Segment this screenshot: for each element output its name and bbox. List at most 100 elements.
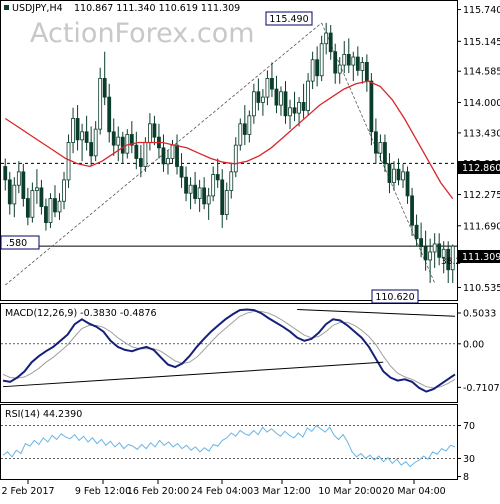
- candle-body: [44, 206, 48, 223]
- price-tick-label: 110.535: [463, 283, 500, 294]
- candle-body: [175, 144, 179, 167]
- rsi-tick-label: 70: [463, 421, 475, 432]
- candle-body: [66, 142, 71, 181]
- candle-body: [256, 91, 261, 103]
- candle-body: [39, 187, 44, 207]
- candle-body: [125, 134, 130, 154]
- candle-body: [319, 43, 324, 77]
- candle-body: [378, 142, 383, 154]
- rsi-title: RSI(14) 44.2390: [5, 409, 82, 420]
- price-tick-label: 114.000: [463, 98, 500, 109]
- candle-body: [166, 158, 170, 165]
- rsi-line: [2, 424, 456, 468]
- candle-body: [120, 136, 125, 154]
- candle-body: [383, 142, 387, 165]
- candle-body: [102, 78, 107, 98]
- candle-body: [16, 171, 21, 186]
- candle-body: [224, 190, 229, 215]
- left-label: .580: [6, 238, 27, 249]
- candle-body: [432, 243, 437, 253]
- candle-body: [206, 195, 211, 205]
- candle-body: [57, 200, 62, 213]
- moving-average-line: [4, 80, 454, 199]
- low-label-box: [371, 289, 419, 304]
- price-plot: [1, 22, 457, 286]
- candle-body: [25, 198, 30, 218]
- time-tick-label: 24 Feb 04:00: [191, 486, 253, 497]
- candle-body: [138, 158, 143, 167]
- candle-body: [233, 144, 238, 173]
- candle-body: [274, 88, 279, 106]
- time-tick-label: 2 Feb 2017: [1, 486, 54, 497]
- macd-plot: [1, 308, 457, 393]
- candle-body: [143, 142, 148, 167]
- candle-body: [197, 187, 202, 199]
- candle-body: [134, 144, 139, 159]
- high-label: 115.490: [269, 14, 308, 25]
- macd-tick-label: -0.7107: [463, 383, 500, 394]
- candle-body: [306, 80, 311, 111]
- candle-body: [414, 224, 419, 239]
- rsi-tick-label: 30: [463, 454, 475, 465]
- candle-body: [260, 96, 265, 103]
- price-tick-label: 115.145: [463, 37, 500, 48]
- candle-body: [310, 59, 315, 82]
- candle-body: [337, 64, 342, 74]
- candle-body: [283, 91, 288, 117]
- candle-body: [202, 187, 207, 205]
- candle-body: [428, 251, 433, 261]
- low-label: 110.620: [375, 292, 414, 303]
- fib-partial-label: 38.2: [441, 257, 461, 267]
- rsi-panel-frame: [0, 404, 458, 480]
- macd-trendline-upper: [297, 309, 456, 317]
- current-price-tag: 111.309: [462, 252, 500, 263]
- dropdown-icon[interactable]: [4, 5, 9, 10]
- candle-body: [129, 134, 134, 146]
- candle-body: [355, 56, 360, 71]
- macd-signal-line: [2, 310, 456, 389]
- candle-body: [84, 131, 89, 143]
- candle-body: [111, 131, 116, 146]
- macd-tick-label: 0.5033: [463, 308, 496, 319]
- candle-body: [315, 59, 320, 77]
- candle-body: [405, 171, 410, 197]
- candle-body: [292, 107, 297, 114]
- candle-body: [93, 128, 98, 157]
- candle-body: [419, 238, 424, 248]
- candle-body: [333, 51, 338, 74]
- candle-body: [107, 96, 112, 133]
- candle-body: [346, 53, 351, 66]
- price-panel-frame: [0, 0, 458, 301]
- candle-body: [324, 32, 329, 45]
- candle-body: [396, 168, 401, 181]
- candle-body: [373, 131, 378, 154]
- candle-body: [251, 91, 256, 117]
- candle-body: [238, 123, 243, 146]
- candle-body: [328, 32, 333, 53]
- candle-body: [30, 190, 35, 218]
- candle-body: [21, 171, 26, 199]
- candle-body: [53, 198, 57, 213]
- price-header: USDJPY,H4 110.867 111.340 110.619 111.30…: [4, 3, 240, 14]
- macd-tick-label: 0.00: [463, 339, 484, 350]
- candle-body: [12, 184, 17, 205]
- macd-title: MACD(12,26,9) -0.3830 -0.4876: [5, 308, 157, 319]
- candle-body: [437, 243, 442, 258]
- candle-body: [265, 78, 270, 98]
- candle-body: [351, 56, 356, 66]
- time-tick-label: 9 Feb 12:00: [75, 486, 131, 497]
- candle-body: [3, 166, 8, 181]
- candle-body: [116, 136, 121, 146]
- macd-axis: 0.5033 0.00 -0.7107: [457, 308, 500, 394]
- rsi-axis: 70 30 8: [457, 421, 475, 483]
- left-label-box: [0, 235, 40, 250]
- candle-body: [364, 62, 369, 82]
- price-tick-label: 114.585: [463, 67, 500, 78]
- candle-body: [297, 102, 301, 114]
- candle-body: [401, 171, 405, 181]
- candle-body: [247, 115, 252, 135]
- rsi-plot: [1, 424, 457, 468]
- ohlc-readout: 110.867 111.340 110.619 111.309: [74, 3, 240, 14]
